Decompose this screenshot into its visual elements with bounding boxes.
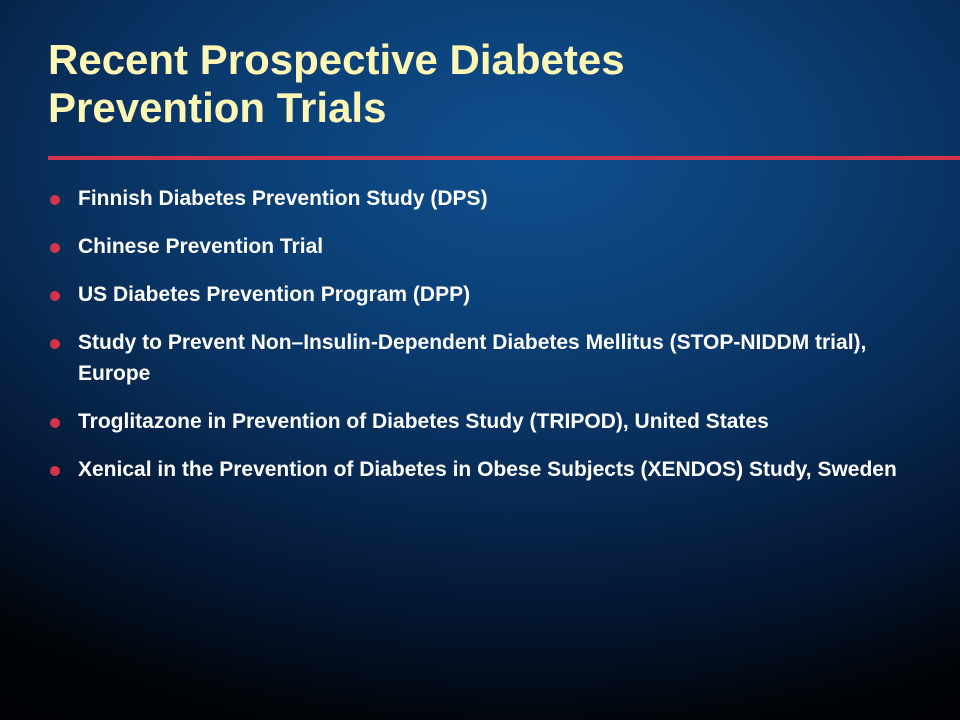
- bullet-text: Xenical in the Prevention of Diabetes in…: [78, 458, 897, 481]
- bullet-dot-icon: [50, 418, 60, 428]
- bullet-text: US Diabetes Prevention Program (DPP): [78, 283, 471, 306]
- bullet-text: Finnish Diabetes Prevention Study (DPS): [78, 187, 488, 210]
- slide-title-line: Prevention Trials: [48, 84, 387, 131]
- slide-title-line: Recent Prospective Diabetes: [48, 36, 625, 83]
- bullet-dot-icon: [50, 243, 60, 253]
- bullet-dot-icon: [50, 339, 60, 349]
- list-item: Chinese Prevention Trial: [50, 231, 910, 262]
- title-divider: [48, 156, 960, 160]
- bullet-text: Chinese Prevention Trial: [78, 235, 324, 258]
- list-item: Study to Prevent Non–Insulin-Dependent D…: [50, 327, 910, 389]
- bullet-dot-icon: [50, 291, 60, 301]
- list-item: Xenical in the Prevention of Diabetes in…: [50, 454, 910, 485]
- list-item: Finnish Diabetes Prevention Study (DPS): [50, 183, 910, 214]
- bullet-text: Troglitazone in Prevention of Diabetes S…: [78, 410, 769, 433]
- bullet-list: Finnish Diabetes Prevention Study (DPS) …: [50, 183, 910, 502]
- slide-title: Recent Prospective Diabetes Prevention T…: [48, 36, 908, 132]
- bullet-dot-icon: [50, 195, 60, 205]
- bullet-text: Study to Prevent Non–Insulin-Dependent D…: [78, 331, 867, 385]
- list-item: US Diabetes Prevention Program (DPP): [50, 279, 910, 310]
- bullet-dot-icon: [50, 466, 60, 476]
- list-item: Troglitazone in Prevention of Diabetes S…: [50, 406, 910, 437]
